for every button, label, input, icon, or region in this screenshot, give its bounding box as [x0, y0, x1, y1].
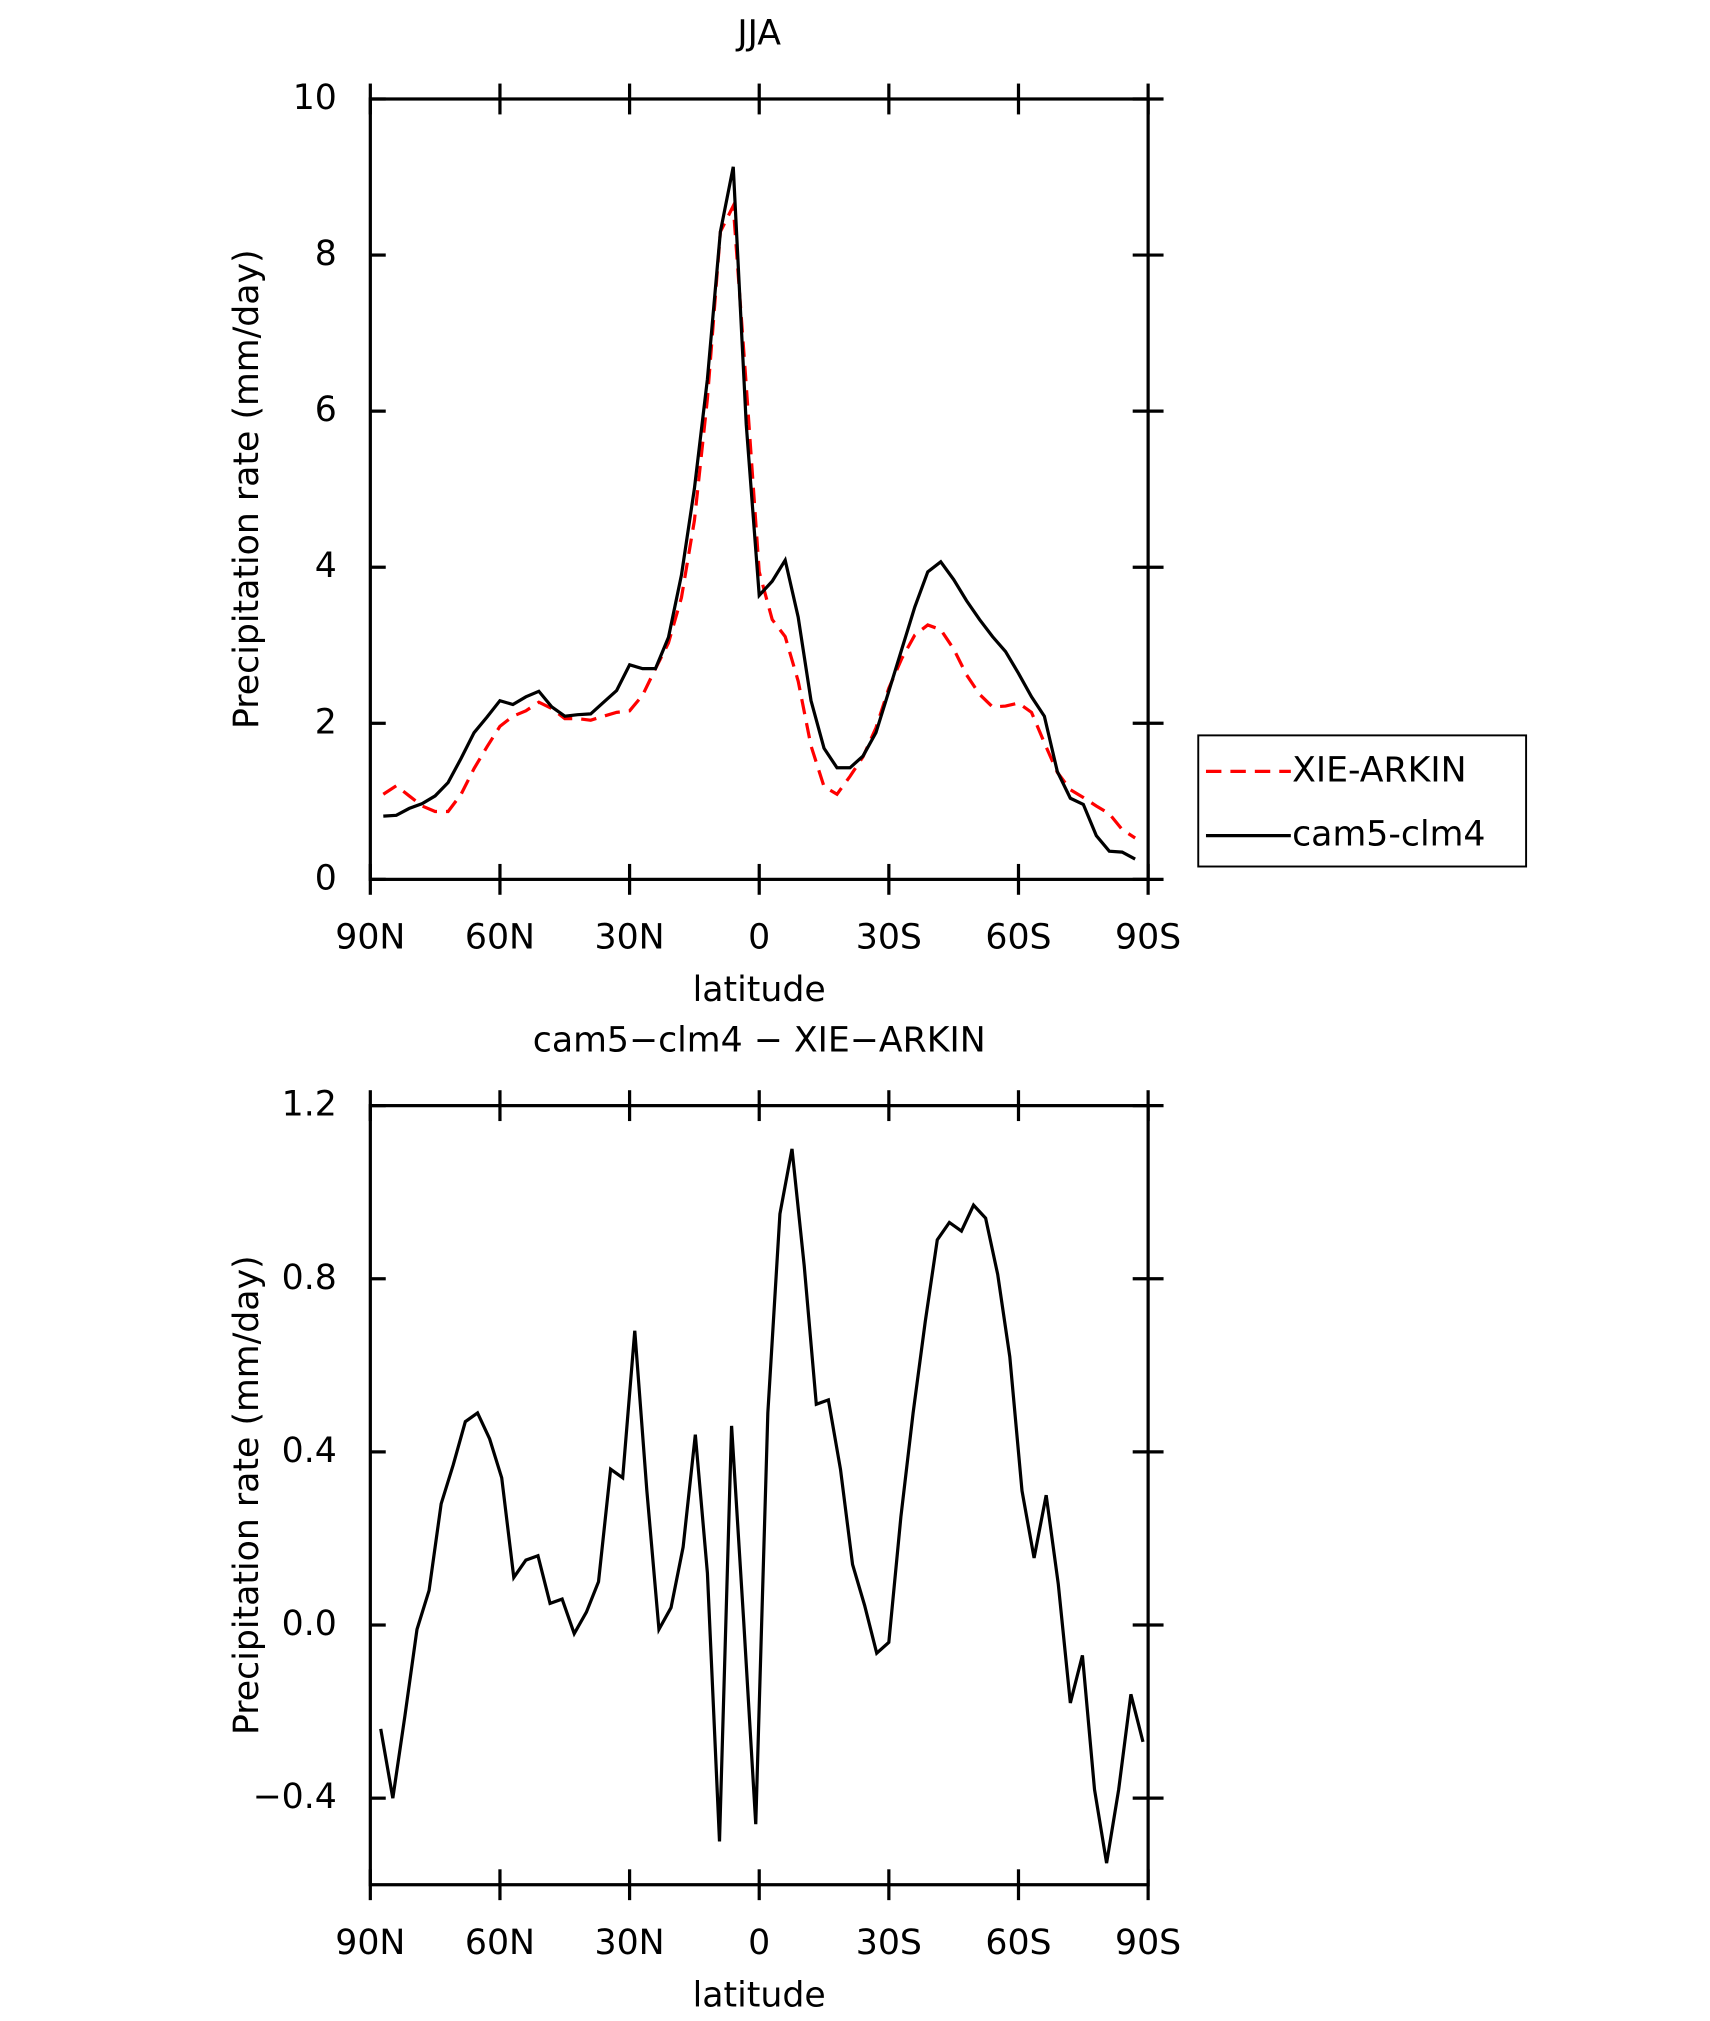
- y-tick-label: 4: [315, 546, 337, 586]
- plot-frame: [368, 1104, 1150, 1887]
- y-tick-label: 0.0: [282, 1604, 337, 1644]
- x-axis-label: latitude: [693, 970, 826, 1010]
- x-tick-label: 90S: [1115, 918, 1181, 958]
- x-tick-label: 90N: [335, 918, 405, 958]
- y-axis-label: Precipitation rate (mm/day): [227, 1255, 267, 1735]
- y-tick-label: 0: [315, 858, 337, 898]
- y-tick-label: −0.4: [253, 1777, 337, 1817]
- legend-box: [1197, 734, 1528, 868]
- legend-label: cam5-clm4: [1292, 815, 1485, 855]
- chart-title: JJA: [735, 14, 781, 54]
- x-tick-label: 90S: [1115, 1923, 1181, 1963]
- data-line: [379, 1148, 1145, 1864]
- data-line: [382, 200, 1137, 840]
- x-tick-label: 0: [748, 918, 770, 958]
- y-tick-label: 6: [315, 390, 337, 430]
- x-tick-label: 30N: [595, 1923, 665, 1963]
- x-tick-label: 0: [748, 1923, 770, 1963]
- chart-title: cam5−clm4 − XIE−ARKIN: [533, 1020, 986, 1060]
- x-tick-label: 30S: [856, 1923, 922, 1963]
- y-tick-label: 0.8: [282, 1258, 337, 1298]
- x-axis-label: latitude: [693, 1976, 826, 2016]
- x-tick-label: 60S: [985, 918, 1051, 958]
- x-tick-label: 30N: [595, 918, 665, 958]
- y-axis-label: Precipitation rate (mm/day): [227, 249, 267, 729]
- x-tick-label: 60S: [985, 1923, 1051, 1963]
- x-tick-label: 60N: [465, 918, 535, 958]
- y-tick-label: 1.2: [282, 1085, 337, 1125]
- y-tick-label: 8: [315, 234, 337, 274]
- plot-frame: [368, 97, 1150, 881]
- y-tick-label: 10: [293, 78, 337, 118]
- data-line: [383, 166, 1136, 861]
- y-tick-label: 0.4: [282, 1431, 337, 1471]
- legend-label: XIE-ARKIN: [1292, 750, 1467, 790]
- x-tick-label: 60N: [465, 1923, 535, 1963]
- x-tick-label: 30S: [856, 918, 922, 958]
- y-tick-label: 2: [315, 702, 337, 742]
- x-tick-label: 90N: [335, 1923, 405, 1963]
